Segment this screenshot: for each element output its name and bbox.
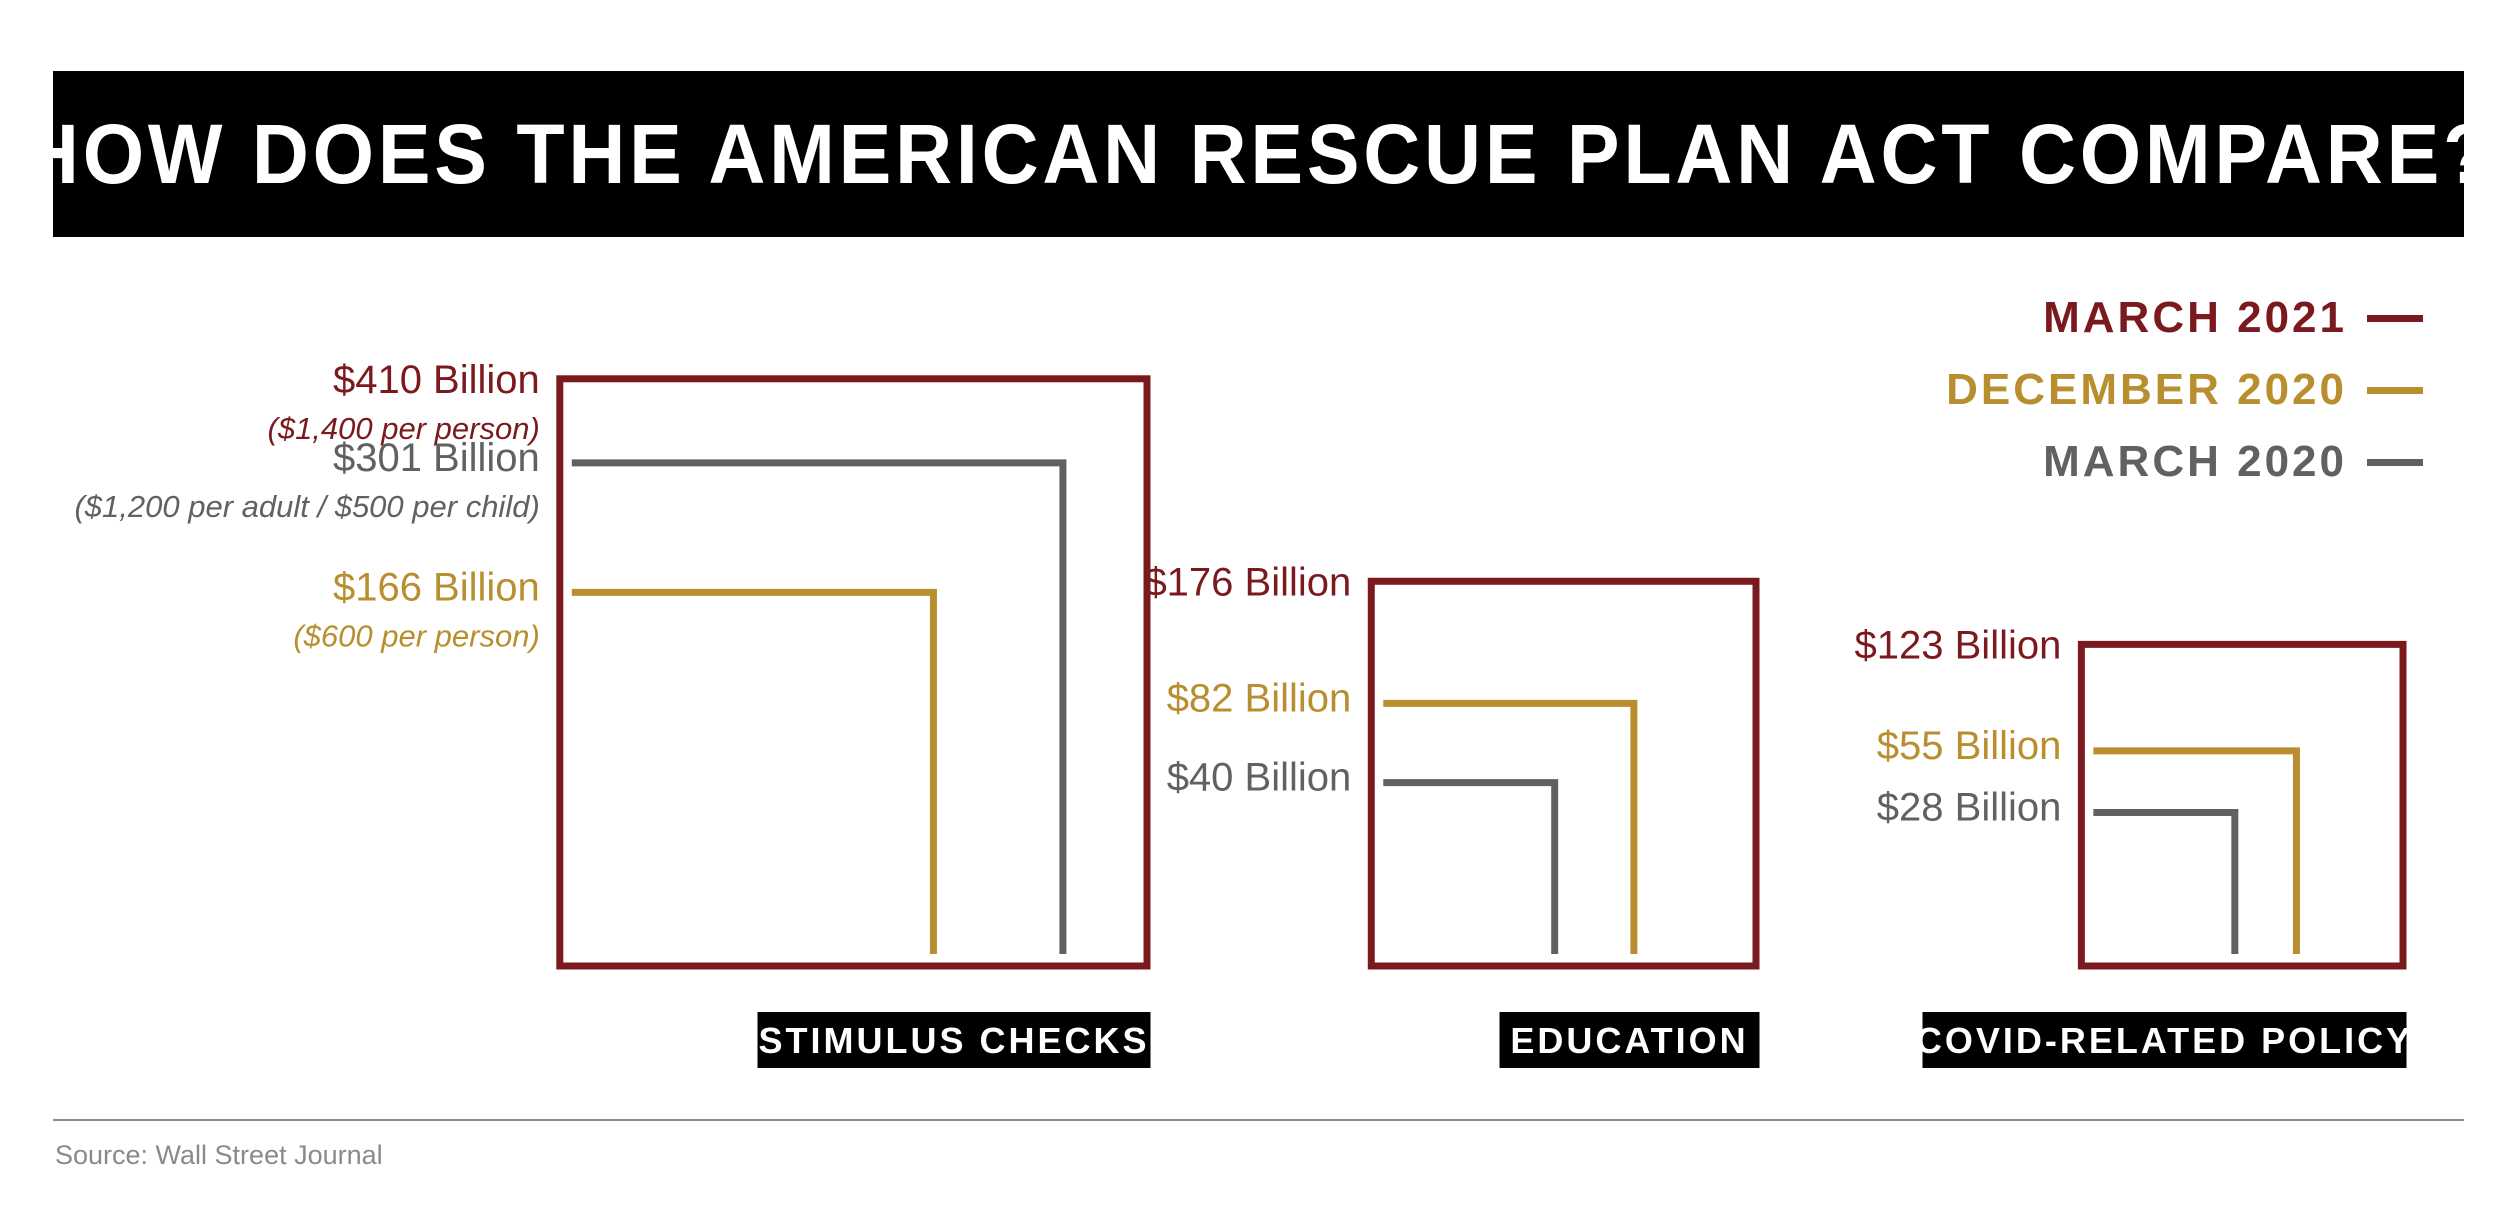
category-label: STIMULUS CHECKS [758,1020,1149,1061]
divider [53,1119,2464,1121]
value-label: $40 Billion [1167,756,1352,800]
value-label: $301 Billion [333,436,540,480]
value-label: $166 Billion [333,565,540,609]
category-label-box [1499,1012,1760,1068]
corner-december-2020 [2093,747,2300,954]
category-label: COVID-RELATED POLICY [1916,1020,2413,1061]
value-label: $176 Billion [1144,560,1351,604]
legend-swatch [2367,386,2423,394]
value-label: $123 Billion [1855,623,2062,667]
legend: MARCH 2021 DECEMBER 2020 MARCH 2020 [1946,282,2423,498]
category-label-box [757,1012,1151,1068]
value-note: ($1,200 per adult / $500 per child) [74,489,539,524]
square-march-2021 [2077,640,2407,970]
legend-label: MARCH 2020 [2043,437,2347,486]
square-march-2021 [1367,577,1760,970]
square-march-2021 [556,375,1151,970]
corner-march-2020 [1383,779,1559,954]
corner-december-2020 [571,588,937,954]
corner-march-2020 [571,459,1067,954]
legend-label: DECEMBER 2020 [1946,365,2347,414]
legend-item-december-2020: DECEMBER 2020 [1946,354,2423,426]
legend-swatch [2367,458,2423,466]
value-label: $28 Billion [1877,786,2062,830]
value-label: $82 Billion [1167,676,1352,720]
legend-swatch [2367,314,2423,322]
legend-item-march-2020: MARCH 2020 [1946,426,2423,498]
corner-december-2020 [1383,699,1638,954]
title-bar: HOW DOES THE AMERICAN RESCUE PLAN ACT CO… [22,71,2491,237]
legend-item-march-2021: MARCH 2021 [1946,282,2423,354]
value-note: ($1,400 per person) [268,411,540,446]
value-label: $55 Billion [1877,724,2062,768]
source-note: Source: Wall Street Journal [55,1140,383,1170]
legend-label: MARCH 2021 [2043,293,2347,342]
category-label: EDUCATION [1510,1020,1748,1061]
chart-title: HOW DOES THE AMERICAN RESCUE PLAN ACT CO… [21,106,2496,201]
value-note: ($600 per person) [293,618,539,653]
category-label-box [1922,1012,2407,1068]
corner-march-2020 [2093,809,2239,954]
value-label: $410 Billion [333,358,540,402]
